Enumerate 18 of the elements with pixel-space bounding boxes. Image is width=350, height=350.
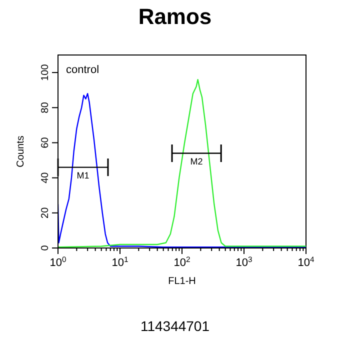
x-tick-label: 10$^{4}$ — [298, 254, 315, 269]
y-tick-label: 20 — [40, 206, 51, 218]
x-tick-label: 10$^{2}$ — [174, 254, 190, 269]
y-axis-title: Counts — [16, 136, 27, 168]
y-tick-label: 100 — [40, 64, 51, 81]
y-tick-label: 0 — [40, 244, 51, 251]
y-tick-label: 80 — [40, 102, 51, 114]
chart-title: Ramos — [137, 4, 213, 30]
legend-label: M1 — [76, 170, 90, 181]
annotation: control — [66, 64, 100, 76]
text: 114344701 — [139, 318, 211, 334]
x-tick-label: 10$^{3}$ — [236, 254, 252, 269]
x-tick-label: 10$^{1}$ — [112, 254, 128, 269]
y-tick-label: 60 — [40, 136, 51, 148]
x-axis-title: FL1-H — [168, 276, 196, 287]
x-tick-label: 10$^{0}$ — [50, 254, 66, 269]
y-tick-label: 40 — [40, 172, 51, 184]
series-label: M2 — [190, 156, 203, 167]
